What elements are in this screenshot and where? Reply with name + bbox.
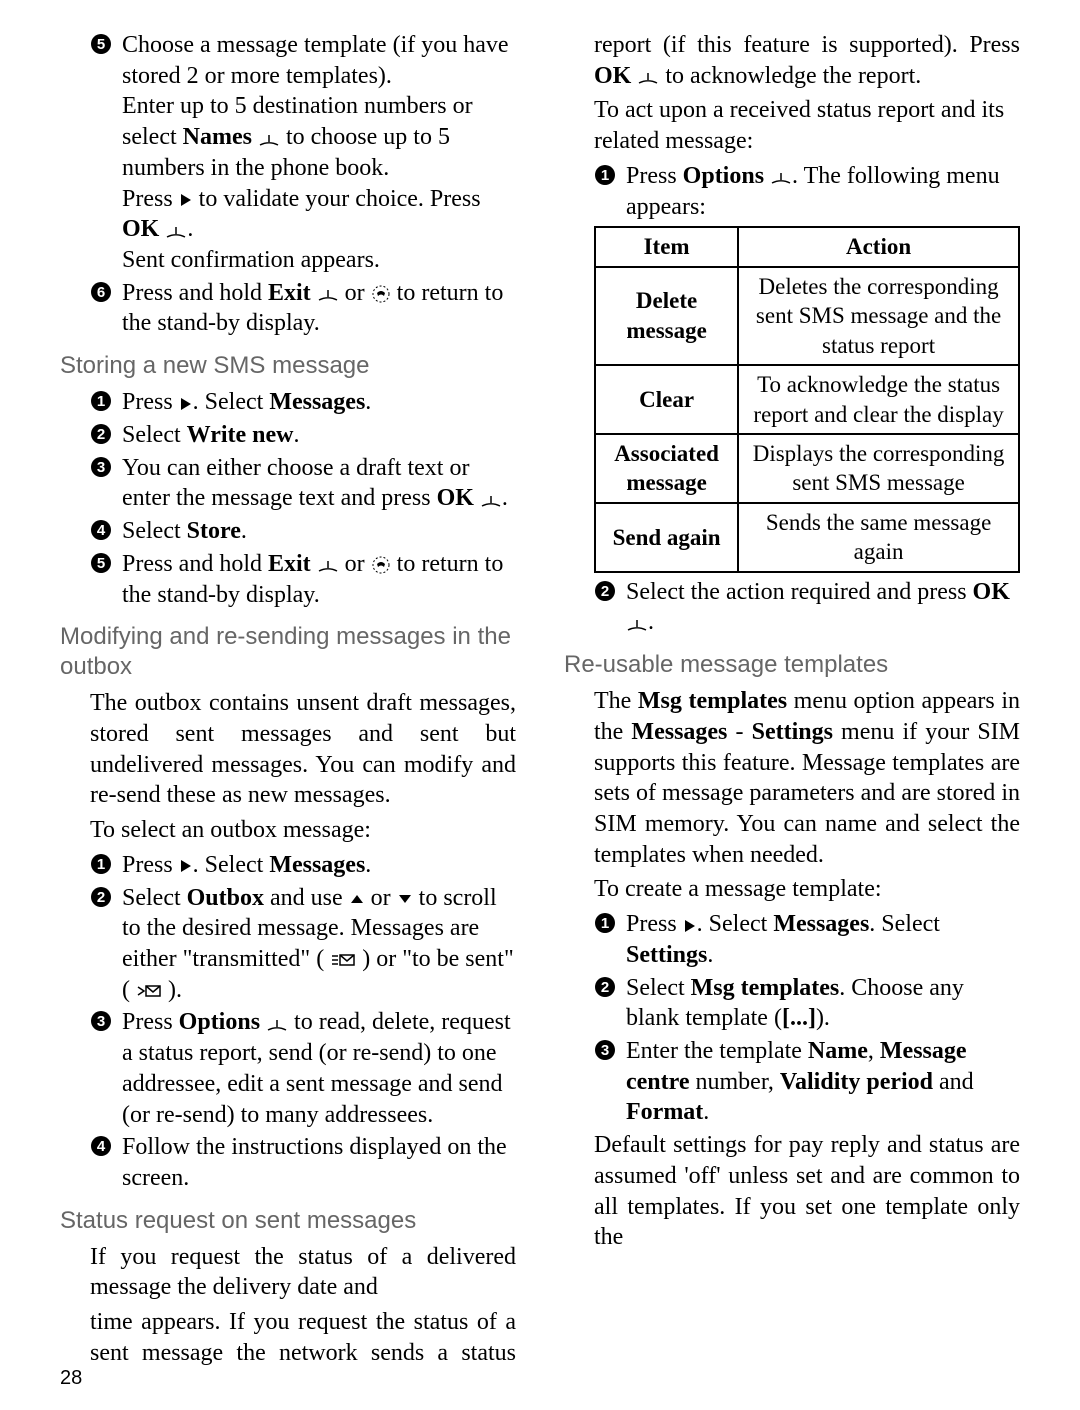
- paragraph: The outbox contains unsent draft message…: [60, 688, 516, 811]
- softkey-icon: [266, 1016, 288, 1032]
- step-num-3: 3: [90, 453, 122, 478]
- table-row: Delete messageDeletes the corresponding …: [595, 267, 1019, 365]
- step-num-2: 2: [594, 973, 626, 998]
- transmitted-icon: [330, 951, 356, 969]
- step-text: Press and hold Exit or to return to the …: [122, 278, 516, 339]
- softkey-icon: [258, 131, 280, 147]
- svg-text:2: 2: [601, 979, 609, 996]
- step-text: Press . Select Messages.: [122, 387, 516, 418]
- softkey-icon: [626, 616, 648, 632]
- right-icon: [179, 858, 193, 874]
- page-number: 28: [60, 1367, 82, 1390]
- paragraph: If you request the status of a delivered…: [60, 1242, 516, 1303]
- steps-storing: 1 Press . Select Messages. 2 Select Writ…: [60, 387, 516, 610]
- softkey-icon: [317, 286, 339, 302]
- svg-text:1: 1: [601, 915, 609, 932]
- softkey-icon: [770, 169, 792, 185]
- step-num-2: 2: [594, 577, 626, 602]
- softkey-icon: [165, 223, 187, 239]
- page-content: 5 Choose a message template (if you have…: [0, 0, 1080, 1410]
- step-text: Choose a message template (if you have s…: [122, 30, 516, 276]
- svg-text:3: 3: [601, 1042, 609, 1059]
- softkey-icon: [317, 557, 339, 573]
- paragraph: To create a message template:: [564, 874, 1020, 905]
- step-num-6: 6: [90, 278, 122, 303]
- table-header-action: Action: [738, 227, 1019, 266]
- svg-text:4: 4: [97, 522, 106, 539]
- svg-text:6: 6: [97, 284, 105, 301]
- step-text: Press Options to read, delete, request a…: [122, 1007, 516, 1130]
- step-num-1: 1: [90, 850, 122, 875]
- svg-text:3: 3: [97, 459, 105, 476]
- step-num-5: 5: [90, 549, 122, 574]
- step-text: Select Outbox and use or to scroll to th…: [122, 883, 516, 1006]
- step-text: Press Options . The following menu appea…: [626, 161, 1020, 222]
- steps-continue: 5 Choose a message template (if you have…: [60, 30, 516, 339]
- step-text: Press . Select Messages.: [122, 850, 516, 881]
- svg-text:1: 1: [601, 167, 609, 184]
- step-num-5: 5: [90, 30, 122, 55]
- step-num-4: 4: [90, 516, 122, 541]
- svg-text:5: 5: [97, 555, 105, 572]
- svg-text:5: 5: [97, 36, 105, 53]
- svg-text:4: 4: [97, 1138, 106, 1155]
- steps-outbox: 1 Press . Select Messages. 2 Select Outb…: [60, 850, 516, 1194]
- step-num-1: 1: [594, 161, 626, 186]
- step-text: Follow the instructions displayed on the…: [122, 1132, 516, 1193]
- paragraph: Default settings for pay reply and statu…: [564, 1130, 1020, 1253]
- svg-text:2: 2: [97, 889, 105, 906]
- step-text: Select Msg templates. Choose any blank t…: [626, 973, 1020, 1034]
- table-header-item: Item: [595, 227, 738, 266]
- svg-text:2: 2: [97, 426, 105, 443]
- table-row: Associated messageDisplays the correspon…: [595, 434, 1019, 503]
- down-icon: [397, 893, 413, 905]
- table-row: ClearTo acknowledge the status report an…: [595, 365, 1019, 434]
- step-text: Select Store.: [122, 516, 516, 547]
- step-num-4: 4: [90, 1132, 122, 1157]
- step-text: Select the action required and press OK …: [626, 577, 1020, 638]
- step-text: Press and hold Exit or to return to the …: [122, 549, 516, 610]
- step-num-2: 2: [90, 883, 122, 908]
- end-key-icon: [371, 555, 391, 575]
- end-key-icon: [371, 284, 391, 304]
- step-num-3: 3: [594, 1036, 626, 1061]
- menu-table: Item Action Delete messageDeletes the co…: [594, 226, 1020, 572]
- right-icon: [179, 396, 193, 412]
- paragraph: To act upon a received status report and…: [564, 95, 1020, 156]
- steps-templates: 1 Press . Select Messages. Select Settin…: [564, 909, 1020, 1128]
- up-icon: [349, 893, 365, 905]
- paragraph: The Msg templates menu option appears in…: [564, 686, 1020, 870]
- softkey-icon: [480, 492, 502, 508]
- step-num-1: 1: [90, 387, 122, 412]
- heading-modifying: Modifying and re-sending messages in the…: [60, 622, 516, 682]
- step-text: Press . Select Messages. Select Settings…: [626, 909, 1020, 970]
- to-be-sent-icon: [136, 982, 162, 1000]
- step-text: Select Write new.: [122, 420, 516, 451]
- svg-text:1: 1: [97, 393, 105, 410]
- step-text: You can either choose a draft text or en…: [122, 453, 516, 514]
- svg-text:1: 1: [97, 856, 105, 873]
- step-text: Enter the template Name, Message centre …: [626, 1036, 1020, 1128]
- heading-storing: Storing a new SMS message: [60, 351, 516, 381]
- step-num-2: 2: [90, 420, 122, 445]
- table-row: Send againSends the same message again: [595, 503, 1019, 572]
- paragraph: To select an outbox message:: [60, 815, 516, 846]
- heading-status: Status request on sent messages: [60, 1206, 516, 1236]
- right-icon: [683, 918, 697, 934]
- step-num-1: 1: [594, 909, 626, 934]
- heading-templates: Re-usable message templates: [564, 650, 1020, 680]
- right-icon: [179, 192, 193, 208]
- softkey-icon: [637, 69, 659, 85]
- svg-text:2: 2: [601, 583, 609, 600]
- menu-table-wrap: Item Action Delete messageDeletes the co…: [594, 226, 1020, 572]
- svg-text:3: 3: [97, 1013, 105, 1030]
- step-num-3: 3: [90, 1007, 122, 1032]
